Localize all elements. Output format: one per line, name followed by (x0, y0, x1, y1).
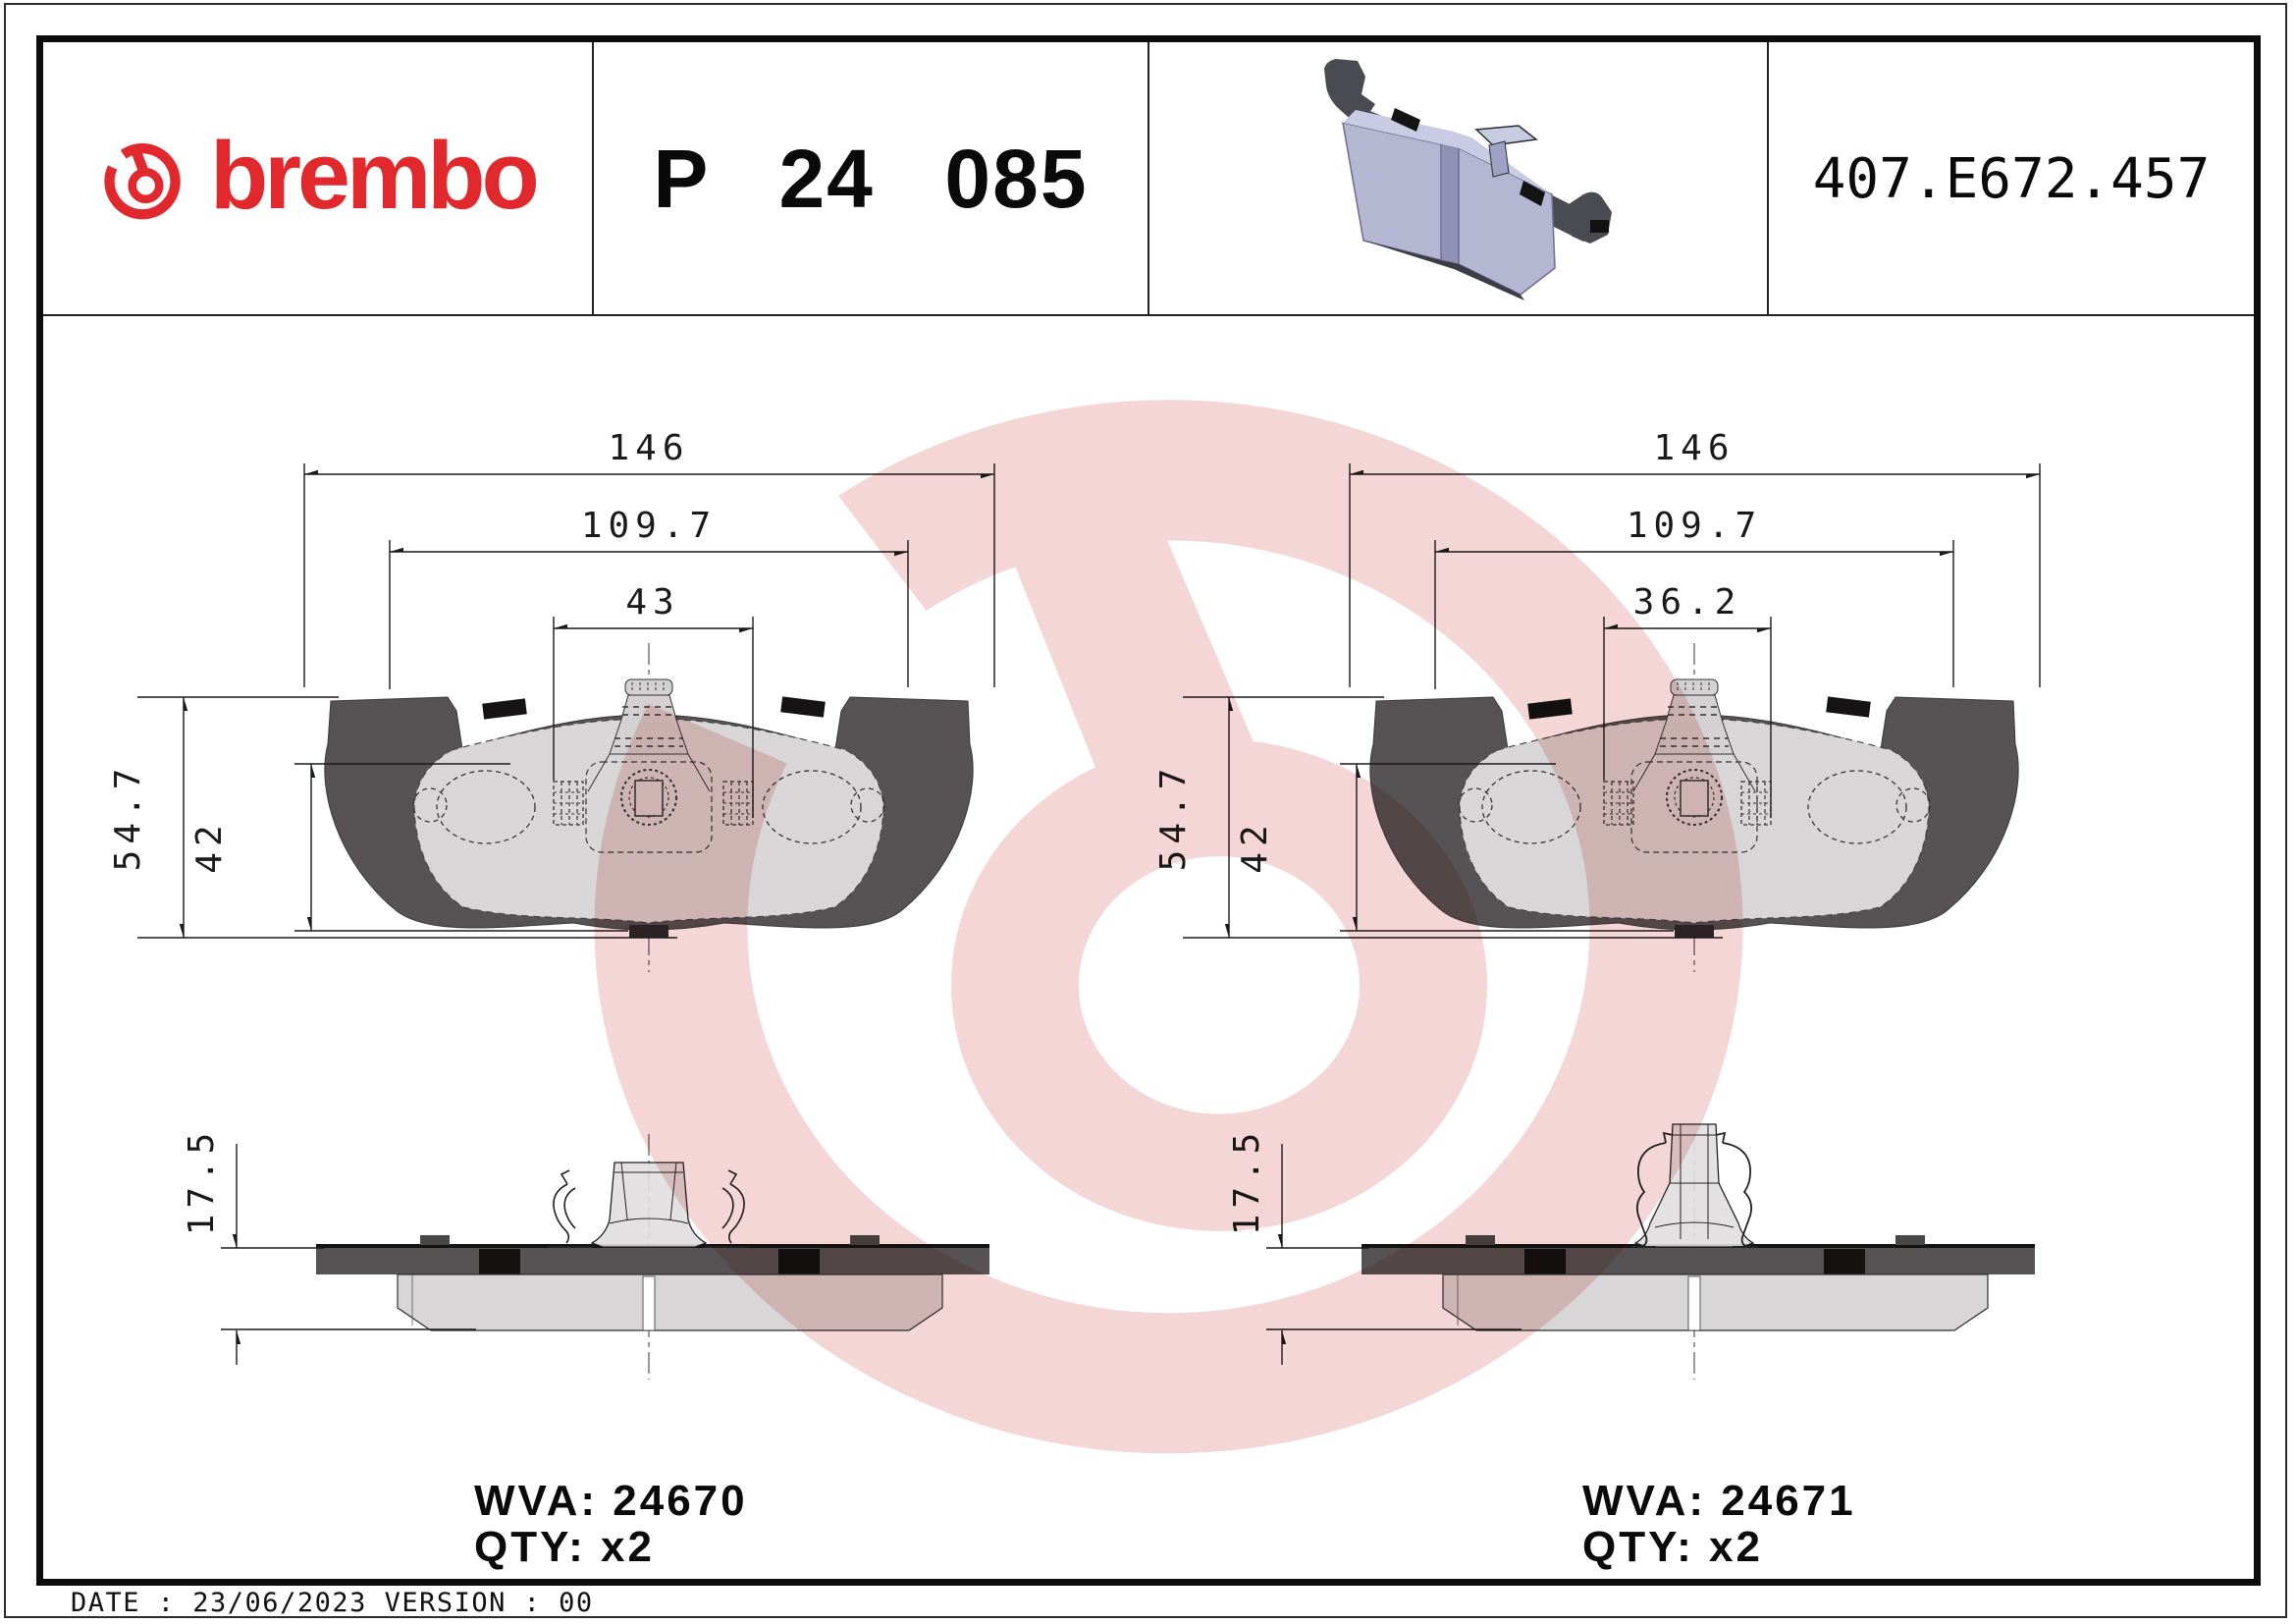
brembo-watermark-icon (594, 400, 1743, 1454)
header-cell-logo: brembo (43, 42, 592, 316)
right-pad-bottom-view (1361, 1123, 2036, 1380)
left-qty-line: QTY: x2 (474, 1523, 655, 1571)
brembo-logo-icon (104, 142, 181, 219)
dim-left-clip-span: 43 (625, 582, 679, 623)
dim-left-total-height: 54.7 (108, 763, 148, 872)
dim-left-thickness: 17.5 (182, 1127, 222, 1236)
dim-right-clip-span: 36.2 (1633, 582, 1742, 623)
header-cell-catalog-code: 407.E672.457 (1767, 42, 2254, 316)
header-cell-3d-view (1148, 42, 1767, 316)
date-version-line: DATE : 23/06/2023 VERSION : 00 (71, 1588, 594, 1618)
dim-left-pad-width: 109.7 (581, 506, 717, 546)
header-cell-part-number: P 24 085 (592, 42, 1148, 316)
right-wva-line: WVA: 24671 (1582, 1477, 1856, 1525)
left-wva-line: WVA: 24670 (474, 1477, 748, 1525)
page-main-border (36, 35, 2261, 1586)
dim-left-friction-height: 42 (189, 819, 230, 873)
brake-pad-3d-icon (1323, 58, 1612, 300)
brand-wordmark: brembo (210, 121, 540, 229)
left-pad-bottom-view (315, 1134, 990, 1380)
right-qty-line: QTY: x2 (1582, 1523, 1763, 1571)
dim-right-pad-width: 109.7 (1627, 506, 1762, 546)
header-divider (43, 314, 2254, 316)
part-number: P 24 085 (653, 133, 1089, 225)
dim-left-overall-width: 146 (608, 428, 689, 468)
header: brembo P 24 085 407.E672 (43, 42, 2254, 316)
catalog-code: 407.E672.457 (1812, 147, 2211, 211)
page-outer-border (4, 3, 2287, 1618)
dim-right-overall-width: 146 (1653, 428, 1735, 468)
